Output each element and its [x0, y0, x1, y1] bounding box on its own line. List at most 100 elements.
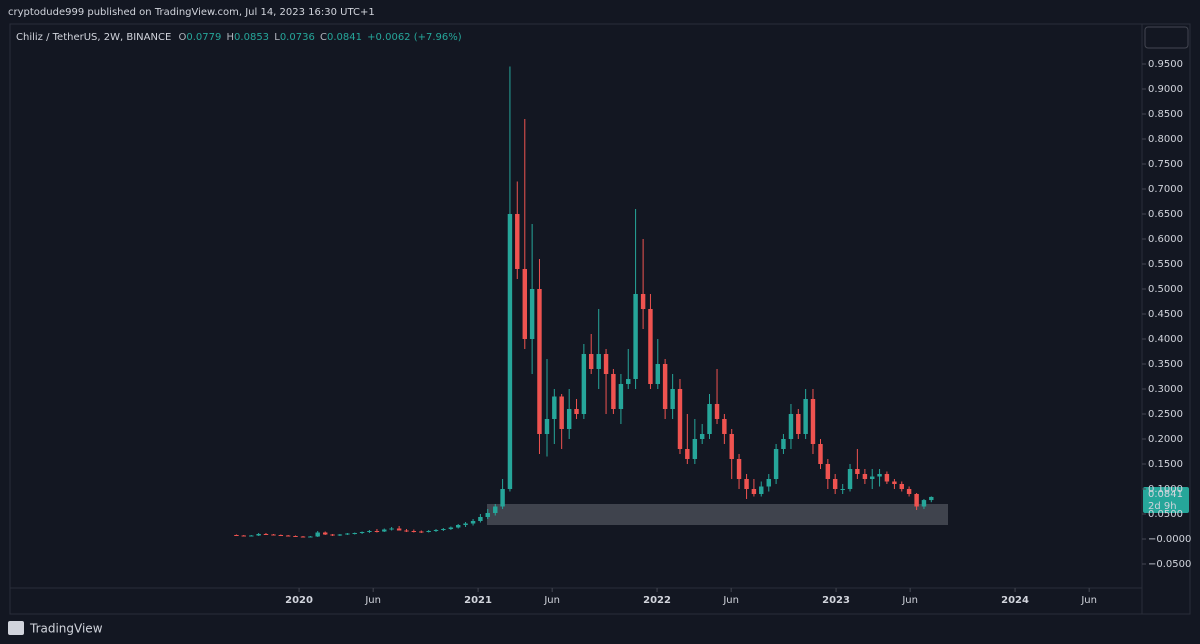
legend-change: +0.0062 (+7.96%) [367, 32, 462, 43]
candle-body [419, 531, 424, 533]
x-tick-label: Jun [901, 595, 918, 606]
last-price-label: 0.0841 [1148, 489, 1183, 500]
candle-body [241, 535, 246, 537]
y-tick-label: 0.3500 [1148, 359, 1183, 370]
x-tick-label: Jun [1080, 595, 1097, 606]
legend-value: 0.0736 [280, 32, 315, 43]
candle-body [751, 489, 757, 494]
y-tick-label: −0.0500 [1148, 559, 1191, 570]
candle-body [345, 533, 350, 535]
candle-body [766, 479, 771, 487]
y-tick-label: 0.5000 [1148, 284, 1183, 295]
y-tick-label: 0.7000 [1148, 184, 1183, 195]
candle-body [788, 414, 794, 439]
countdown-label: 2d 9h [1148, 501, 1177, 512]
candle-body [507, 214, 513, 489]
candle-body [884, 474, 890, 482]
y-tick-label: 0.9500 [1148, 59, 1183, 70]
axes: −0.0500 −0.0000 0.0500 0.1000 0.1500 0.2000 0.… [285, 59, 1191, 606]
candle-body [662, 364, 668, 409]
candle-body [485, 513, 490, 517]
candle-body [574, 409, 579, 414]
legend-value: 0.0779 [186, 32, 221, 43]
chart-frame [9, 23, 1191, 615]
candle-body [396, 528, 402, 531]
y-tick-label: 0.0500 [1148, 509, 1183, 520]
candle-body [707, 404, 712, 434]
footer: TradingView [29, 622, 103, 636]
candle-body [796, 414, 801, 434]
candle-body [626, 379, 631, 384]
candle-body [455, 525, 461, 528]
legend-key: L [274, 32, 280, 43]
y-tick-label: 0.6000 [1148, 234, 1183, 245]
candle-body [330, 534, 335, 536]
candle-body [736, 459, 742, 479]
settings-button[interactable] [1144, 26, 1189, 49]
candle-body [729, 434, 734, 459]
candle-body [559, 396, 564, 429]
last-price-box [1143, 486, 1189, 513]
candle-body [773, 449, 779, 479]
candle-body [500, 489, 505, 507]
y-tick-label: 0.1000 [1148, 484, 1183, 495]
candle-body [234, 535, 239, 536]
candle-body [359, 532, 365, 533]
candle-body [256, 534, 261, 536]
candle-body [810, 399, 816, 444]
x-tick-label: Jun [722, 595, 739, 606]
candle-body [929, 496, 934, 501]
candle-body [677, 389, 683, 449]
candle-body [463, 523, 468, 525]
legend: Chiliz / TetherUS, 2W, BINANCE O0.0779 H… [16, 32, 462, 43]
candle-body [478, 517, 483, 521]
candle-body [352, 533, 357, 534]
logo [8, 621, 24, 635]
candle-body [426, 531, 431, 532]
candle-body [714, 404, 720, 419]
legend-key: H [227, 32, 235, 43]
y-tick-label: 0.4000 [1148, 334, 1183, 345]
candle-body [825, 464, 831, 479]
candle-body [692, 439, 698, 459]
candle-body [611, 374, 616, 409]
y-tick-label: 0.9000 [1148, 84, 1183, 95]
candle-body [899, 484, 904, 489]
candle-body [877, 474, 882, 477]
candle-body [596, 354, 601, 369]
x-tick-label: 2024 [1001, 595, 1029, 606]
header: cryptodude999 published on TradingView.c… [8, 7, 375, 18]
candle-body [411, 531, 417, 532]
candle-body [862, 474, 868, 479]
legend-value: 0.0841 [327, 32, 362, 43]
candle-body [293, 536, 298, 537]
y-tick-label: 0.4500 [1148, 309, 1183, 320]
candle-body [249, 535, 254, 537]
candle-body [271, 534, 276, 536]
legend-key: C [320, 32, 327, 43]
candle-body [640, 294, 646, 309]
candle-body [847, 469, 853, 489]
candle-body [906, 489, 912, 494]
candle-body [493, 506, 498, 513]
candle-body [870, 476, 875, 479]
candle-body [552, 396, 557, 419]
candle-body [322, 532, 328, 535]
candle-body [308, 536, 313, 538]
candle-body [685, 449, 690, 459]
y-tick-label: 0.7500 [1148, 159, 1183, 170]
candle-body [921, 500, 927, 507]
candle-body [433, 530, 439, 531]
candle-body [537, 289, 542, 434]
candle-body [300, 536, 306, 538]
candle-body [818, 444, 823, 464]
candle-body [374, 531, 380, 532]
candle-body [892, 481, 897, 484]
candle-body [285, 535, 291, 537]
support-zone [487, 504, 948, 525]
candle-body [566, 409, 572, 429]
y-tick-label: 0.8500 [1148, 109, 1183, 120]
candle-body [389, 528, 394, 530]
